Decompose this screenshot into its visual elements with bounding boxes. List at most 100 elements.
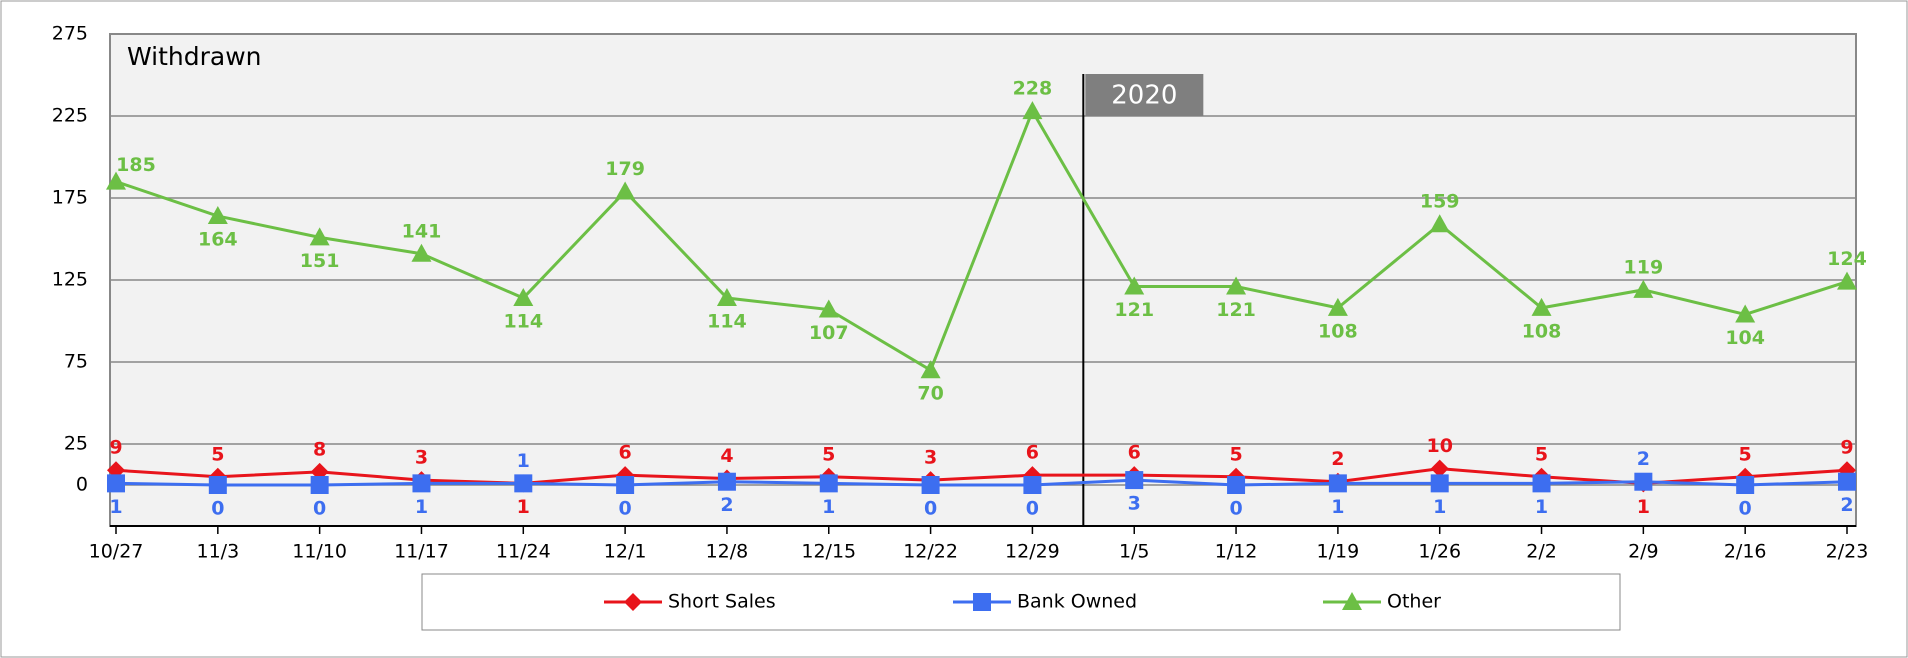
marker [624,593,642,611]
y-tick-label: 0 [76,474,88,496]
data-label: 10 [1426,435,1452,457]
data-label: 2 [1331,448,1344,470]
marker [1327,297,1348,316]
data-label: 4 [720,445,733,467]
marker [1430,474,1449,493]
data-label: 1 [1535,496,1548,518]
data-label: 114 [503,311,543,333]
marker [207,206,228,225]
legend-label: Short Sales [668,591,776,613]
data-label: 0 [1229,498,1242,520]
x-tick-label: 2/16 [1724,541,1767,563]
marker [513,288,534,307]
marker [107,474,125,493]
marker [412,474,431,493]
y-tick-label: 275 [52,23,88,45]
marker [106,171,126,190]
x-tick-label: 11/17 [394,541,449,563]
marker [615,181,636,200]
data-label: 3 [924,447,937,469]
marker [1634,472,1653,491]
marker [716,288,737,307]
data-label: 151 [300,250,340,272]
data-label: 1 [109,496,122,518]
legend-label: Other [1387,591,1441,613]
marker [1429,214,1450,233]
marker [921,476,940,494]
data-label: 124 [1827,248,1867,270]
marker [514,474,533,493]
data-label: 1 [1637,496,1650,518]
data-label: 5 [1739,443,1752,465]
y-tick-label: 175 [52,187,88,209]
marker [1633,279,1654,298]
x-tick-label: 1/12 [1215,541,1258,563]
data-label: 70 [917,383,943,405]
data-label: 0 [1739,498,1752,520]
series-line [115,478,1848,487]
data-label: 3 [1128,493,1141,515]
marker [1124,276,1145,295]
marker [920,360,941,379]
data-label: 3 [415,447,428,469]
x-tick-label: 11/24 [496,541,551,563]
marker [1837,271,1857,290]
x-tick-label: 12/1 [604,541,647,563]
marker [616,476,635,494]
marker [1531,297,1552,316]
data-label: 159 [1420,191,1460,213]
x-tick-label: 12/22 [903,541,958,563]
marker [973,593,991,611]
data-label: 0 [1026,498,1039,520]
data-label: 119 [1624,256,1664,278]
legend-label: Bank Owned [1017,591,1137,613]
marker [1838,472,1856,491]
data-label: 1 [822,496,835,518]
data-label: 121 [1216,299,1256,321]
data-label: 0 [924,498,937,520]
annotation: 2020 [1111,81,1177,111]
data-label: 164 [198,229,238,251]
data-label: 5 [822,443,835,465]
marker [1342,592,1362,610]
data-label: 179 [605,158,645,180]
chart-title: Withdrawn [127,42,262,71]
marker [1022,101,1043,120]
marker [717,472,736,491]
marker [1328,474,1347,493]
marker [819,474,838,493]
data-label: 2 [1637,448,1650,470]
x-tick-label: 1/5 [1119,541,1150,563]
data-label: 5 [1229,443,1242,465]
data-label: 104 [1725,327,1765,349]
data-label: 1 [415,496,428,518]
x-tick-label: 2/23 [1826,541,1869,563]
x-tick-label: 2/9 [1628,541,1659,563]
marker [1735,304,1756,323]
series-line [115,467,1848,485]
marker [411,243,432,262]
marker [1125,471,1144,490]
marker [818,299,839,318]
data-label: 0 [619,498,632,520]
marker [1430,459,1449,478]
data-label: 0 [211,498,224,520]
data-label: 114 [707,311,747,333]
marker [208,476,227,494]
data-label: 6 [1026,442,1039,464]
data-label: 1 [517,496,530,518]
data-label: 6 [619,442,632,464]
data-label: 2 [1840,494,1853,516]
y-tick-label: 125 [52,269,88,291]
data-label: 228 [1013,78,1053,100]
x-tick-label: 2/2 [1526,541,1557,563]
x-tick-label: 12/8 [706,541,749,563]
data-label: 2 [720,494,733,516]
data-label: 0 [313,498,326,520]
marker [310,476,329,494]
y-tick-label: 75 [64,351,88,373]
marker [1023,476,1042,494]
data-label: 108 [1318,320,1358,342]
x-tick-label: 1/19 [1317,541,1360,563]
